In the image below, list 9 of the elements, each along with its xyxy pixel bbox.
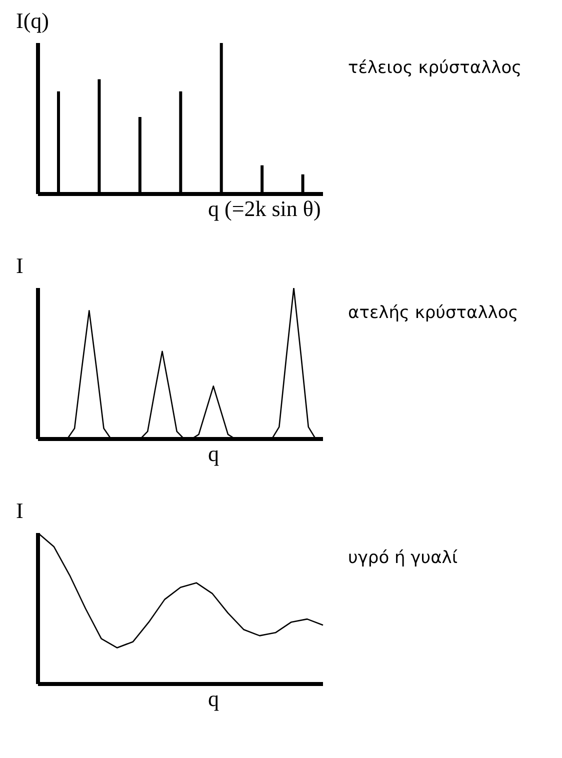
y-axis-title: I(q)	[16, 8, 49, 34]
x-axis-title: q (=2k sin θ)	[208, 196, 321, 222]
y-axis-title: I	[16, 498, 24, 524]
text: υγρό ή γυαλί	[348, 548, 458, 568]
text: τέλειος κρύσταλλος	[348, 58, 522, 78]
text: ατελής κρύσταλλος	[348, 303, 518, 323]
x-axis-title: q	[208, 686, 219, 712]
y-axis-title: I	[16, 253, 24, 279]
x-axis-title: q	[208, 441, 219, 467]
